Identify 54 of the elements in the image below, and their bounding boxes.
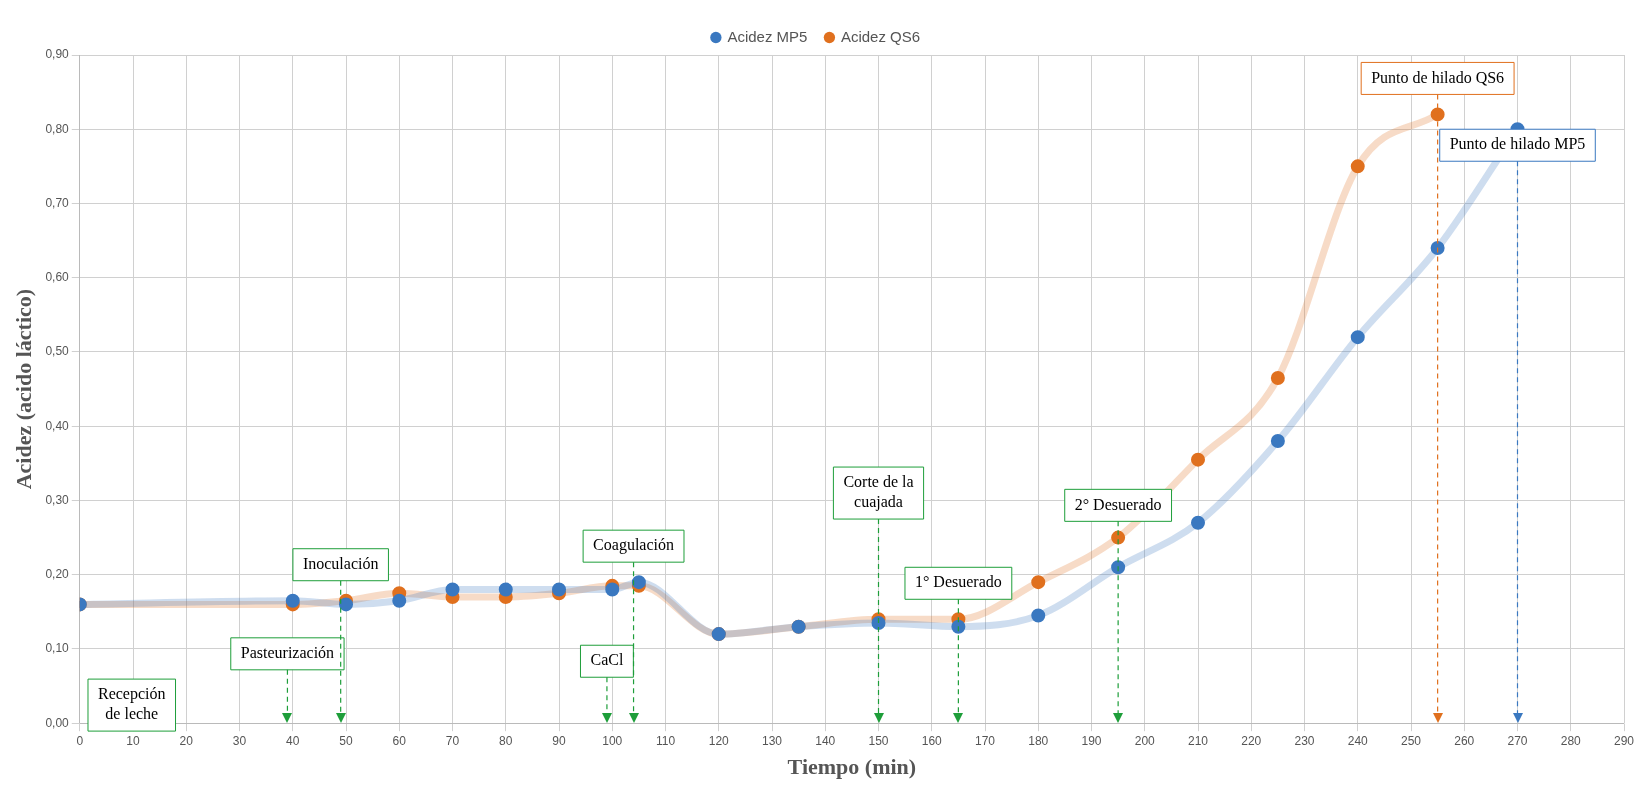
x-tick-label: 210 [1187,733,1209,748]
x-tick-label: 10 [126,733,140,748]
x-tick-label: 100 [602,733,623,748]
x-tick-label: 30 [232,733,247,748]
x-tick-label: 70 [445,733,460,748]
x-tick-label: 110 [655,733,676,748]
legend-label: Acidez QS6 [840,27,921,45]
ref-line-label: 1° Desuerado [914,573,1002,591]
x-tick-label: 120 [708,733,730,748]
legend-label: Acidez MP5 [727,27,808,45]
y-tick-label: 0,00 [45,715,70,730]
x-tick-label: 40 [286,733,300,748]
x-tick-label: 160 [921,733,943,748]
y-axis-title: Acidez (acido láctico) [10,288,36,490]
x-tick-label: 230 [1294,733,1315,748]
x-tick-label: 180 [1028,733,1049,748]
ref-line-label: Punto de hilado MP5 [1449,135,1586,153]
x-tick-label: 290 [1613,733,1635,748]
x-tick-label: 250 [1400,733,1422,748]
ref-line-label: Corte de la cuajada [843,473,914,512]
x-tick-label: 90 [552,733,566,748]
x-tick-label: 140 [815,733,836,748]
x-tick-label: 190 [1081,733,1102,748]
y-tick-label: 0,80 [45,121,70,136]
ref-line-label: CaCl [590,651,624,669]
y-tick-label: 0,20 [45,567,70,582]
x-tick-label: 240 [1347,733,1369,748]
x-tick-label: 170 [974,733,996,748]
ref-line-label: 2° Desuerado [1074,495,1162,513]
y-tick-label: 0,60 [45,270,70,285]
x-tick-label: 220 [1241,733,1262,748]
x-tick-label: 200 [1134,733,1156,748]
y-tick-label: 0,10 [45,641,70,656]
x-tick-label: 270 [1507,733,1528,748]
annotation: Recepción de leche [97,685,166,723]
y-tick-label: 0,30 [45,492,70,507]
y-tick-label: 0,50 [45,344,70,359]
x-tick-label: 80 [499,733,513,748]
x-tick-label: 280 [1560,733,1582,748]
x-tick-label: 130 [761,733,783,748]
ref-line-label: Pasteurización [240,644,335,662]
ref-line-label: Coagulación [593,536,674,555]
x-axis-title: Tiempo (min) [787,754,917,780]
x-tick-label: 260 [1454,733,1475,748]
y-tick-label: 0,40 [45,418,70,433]
ref-line-label: Inoculación [302,554,379,572]
y-tick-label: 0,90 [45,47,70,62]
x-tick-label: 150 [868,733,889,748]
y-tick-label: 0,70 [45,195,70,210]
x-tick-label: 20 [179,733,194,748]
ref-line-label: Punto de hilado QS6 [1371,68,1505,86]
x-tick-label: 50 [339,733,353,748]
x-tick-label: 0 [76,733,84,748]
x-tick-label: 60 [392,733,407,748]
